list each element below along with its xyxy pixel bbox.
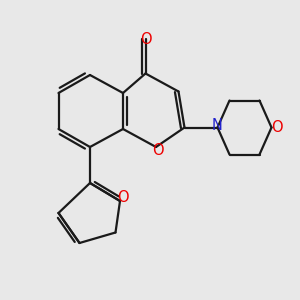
Text: O: O [117, 190, 129, 206]
Text: N: N [212, 118, 223, 134]
Text: O: O [271, 120, 283, 135]
Text: O: O [152, 143, 163, 158]
Text: O: O [140, 32, 151, 46]
